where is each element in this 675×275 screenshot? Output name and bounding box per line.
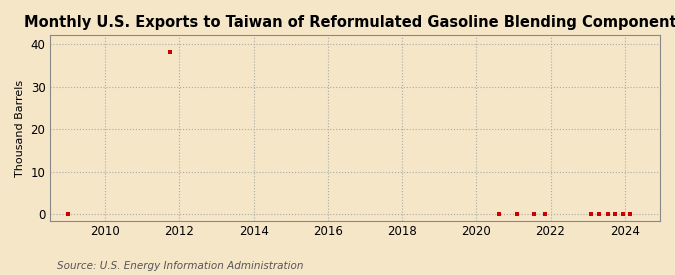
- Point: [529, 212, 539, 217]
- Title: Monthly U.S. Exports to Taiwan of Reformulated Gasoline Blending Components: Monthly U.S. Exports to Taiwan of Reform…: [24, 15, 675, 30]
- Point: [586, 212, 597, 217]
- Point: [539, 212, 550, 217]
- Point: [625, 212, 636, 217]
- Point: [63, 212, 74, 217]
- Point: [493, 212, 504, 217]
- Point: [165, 50, 176, 55]
- Y-axis label: Thousand Barrels: Thousand Barrels: [15, 79, 25, 177]
- Point: [603, 212, 614, 217]
- Point: [593, 212, 604, 217]
- Point: [512, 212, 522, 217]
- Point: [610, 212, 621, 217]
- Point: [618, 212, 628, 217]
- Text: Source: U.S. Energy Information Administration: Source: U.S. Energy Information Administ…: [57, 261, 304, 271]
